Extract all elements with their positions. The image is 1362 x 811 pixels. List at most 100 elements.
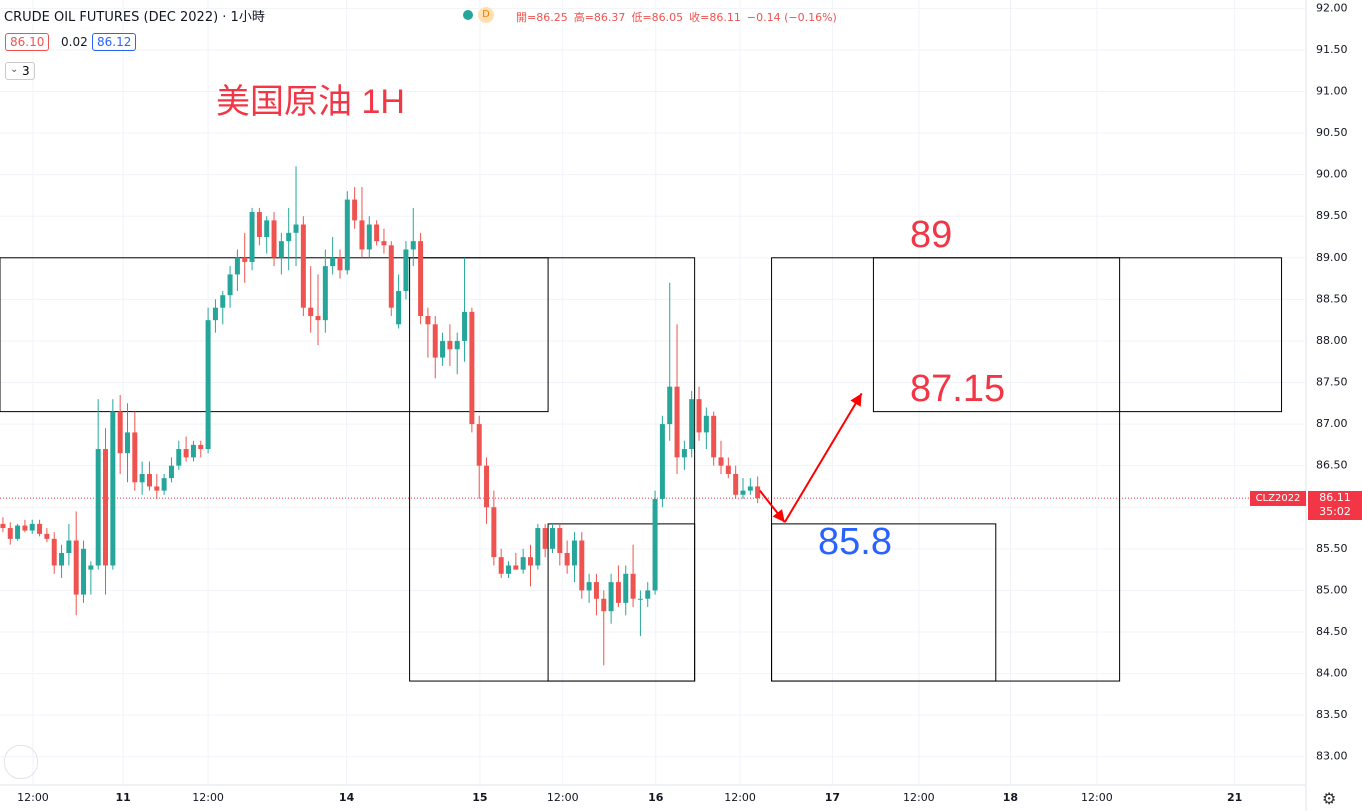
candle	[190, 440, 196, 462]
candle-body	[234, 257, 240, 275]
candle	[344, 191, 350, 275]
price-tag: 86.11 35:02	[1308, 491, 1362, 520]
candle	[81, 540, 87, 603]
candle-body	[527, 557, 533, 566]
candle-body	[117, 411, 123, 454]
candle	[308, 266, 314, 333]
candle	[278, 232, 284, 275]
candle	[198, 440, 204, 458]
candle-body	[506, 565, 512, 574]
candle	[234, 249, 240, 292]
candle-body	[95, 449, 101, 566]
candle-body	[227, 274, 233, 296]
candle	[227, 266, 233, 308]
settings-icon[interactable]: ⚙	[1322, 789, 1337, 808]
candle	[542, 523, 548, 558]
candle	[139, 461, 145, 495]
annotation[interactable]: 89	[910, 214, 953, 256]
candle-body	[81, 548, 87, 595]
annotation[interactable]: 87.15	[910, 368, 1006, 410]
candle-body	[703, 415, 709, 433]
candle	[29, 519, 35, 534]
candle	[117, 394, 123, 474]
candle	[454, 332, 460, 375]
candle-body	[293, 224, 299, 233]
candle	[146, 461, 152, 491]
annotation[interactable]: 85.8	[818, 521, 892, 563]
candle	[432, 315, 438, 379]
countdown: 35:02	[1319, 505, 1351, 518]
x-tick-label: 11	[115, 791, 130, 804]
candle-body	[103, 449, 109, 566]
candle	[205, 307, 211, 454]
candle	[300, 216, 306, 316]
candle	[73, 511, 79, 616]
candle-body	[278, 241, 284, 258]
x-tick-label: 12:00	[547, 791, 579, 804]
candle-body	[22, 525, 28, 531]
ask[interactable]: 86.12	[92, 33, 137, 51]
candle-body	[520, 557, 526, 570]
candle-body	[462, 311, 468, 341]
candle-body	[220, 295, 226, 308]
scroll-button[interactable]	[4, 745, 38, 779]
legend-item: 低=86.05	[631, 11, 684, 24]
candle	[755, 476, 761, 504]
candle-body	[374, 224, 380, 242]
candle	[564, 540, 570, 574]
ohlc-legend: 開=86.25 高=86.37 低=86.05 收=86.11 −0.14 (−0.16…	[516, 9, 843, 25]
spread: 0.02	[61, 35, 88, 49]
candle	[447, 324, 453, 366]
status-dot	[463, 10, 473, 20]
x-tick-label: 15	[472, 791, 487, 804]
x-tick-label: 12:00	[17, 791, 49, 804]
candle-body	[242, 257, 248, 262]
rectangle-drawing	[771, 523, 997, 682]
candle-body	[454, 340, 460, 350]
indicator-toggle[interactable]: 3	[5, 62, 35, 80]
candle-body	[747, 486, 753, 491]
candle	[608, 573, 614, 624]
candle-body	[418, 241, 424, 316]
x-tick-label: 17	[825, 791, 840, 804]
annotation[interactable]: 美国原油 1H	[216, 83, 405, 121]
candle	[593, 573, 599, 616]
candle	[601, 590, 607, 666]
candle-body	[352, 199, 358, 221]
candle	[352, 187, 358, 229]
candle-body	[330, 257, 336, 267]
arrow-head	[772, 509, 785, 523]
bid[interactable]: 86.10	[5, 33, 50, 51]
candle-body	[271, 220, 277, 258]
candle	[425, 307, 431, 358]
candle-body	[73, 540, 79, 595]
candle	[66, 523, 72, 566]
candle	[711, 411, 717, 466]
candle	[747, 478, 753, 495]
rectangle-drawing	[547, 523, 696, 682]
y-tick-label: 91.50	[1316, 43, 1348, 56]
candle-body	[571, 540, 577, 566]
delay-badge: D	[478, 7, 494, 23]
candle-body	[146, 473, 152, 487]
candle	[249, 207, 255, 271]
candle	[740, 478, 746, 499]
candle-body	[110, 411, 116, 566]
candle-body	[733, 473, 739, 495]
candle-body	[432, 324, 438, 358]
candle-body	[308, 307, 314, 316]
candle	[527, 544, 533, 587]
candle	[396, 274, 402, 329]
candle	[264, 216, 270, 254]
candle-body	[403, 249, 409, 292]
candle-body	[718, 457, 724, 466]
candle-body	[637, 598, 643, 600]
y-tick-label: 84.00	[1316, 667, 1348, 680]
candle-body	[256, 212, 262, 237]
candle	[498, 548, 504, 578]
candle	[154, 473, 160, 499]
candle	[110, 399, 116, 570]
candle-body	[484, 465, 490, 508]
last-price: 86.11	[1319, 491, 1351, 504]
candle	[579, 532, 585, 599]
